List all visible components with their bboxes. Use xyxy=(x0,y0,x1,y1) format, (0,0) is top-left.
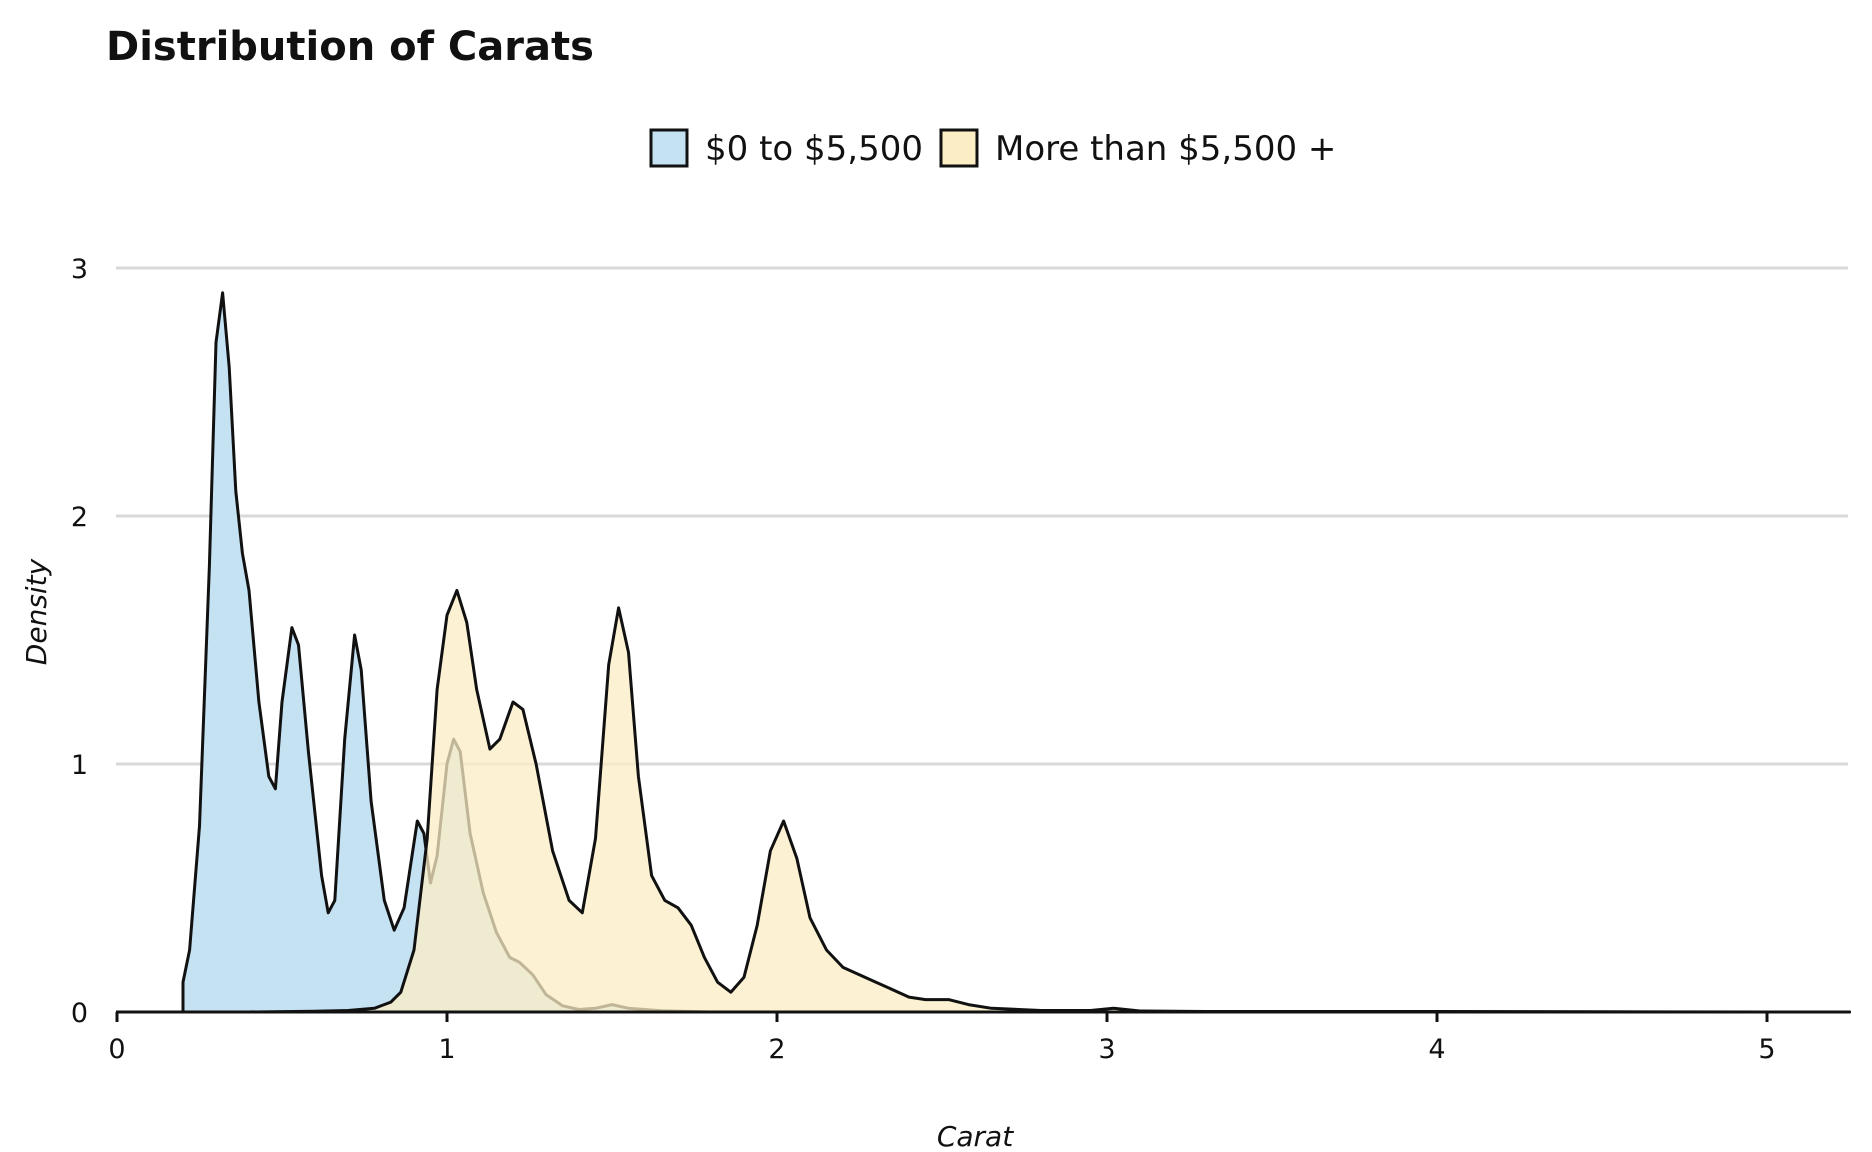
gridlines xyxy=(116,266,1848,766)
y-axis-title: Density xyxy=(20,558,53,665)
x-tick-label-1: 1 xyxy=(438,1034,455,1065)
legend-label-series-1: $0 to $5,500 xyxy=(705,129,923,169)
x-tick-label-5: 5 xyxy=(1758,1034,1775,1065)
legend-swatch-series-2 xyxy=(939,128,979,168)
legend-label-series-2: More than $5,500 + xyxy=(995,129,1336,169)
density-areas xyxy=(181,291,1851,1014)
y-tick-label-3: 3 xyxy=(71,254,88,285)
legend-swatch-series-1 xyxy=(649,128,689,168)
x-axis-title: Carat xyxy=(937,1120,1014,1152)
y-axis-ticks: 0 1 2 3 xyxy=(71,254,88,1029)
x-tick-label-4: 4 xyxy=(1428,1034,1445,1065)
x-tick-label-3: 3 xyxy=(1098,1034,1115,1065)
x-tick-label-0: 0 xyxy=(108,1034,125,1065)
density-area-series-2 xyxy=(247,588,1851,1014)
legend: $0 to $5,500 More than $5,500 + xyxy=(649,128,1336,169)
y-tick-label-1: 1 xyxy=(71,750,88,781)
x-axis-ticks: 0 1 2 3 4 5 xyxy=(108,1012,1776,1065)
x-tick-label-2: 2 xyxy=(768,1034,785,1065)
y-tick-label-2: 2 xyxy=(71,502,88,533)
y-tick-label-0: 0 xyxy=(71,998,88,1029)
chart-title: Distribution of Carats xyxy=(106,24,594,70)
